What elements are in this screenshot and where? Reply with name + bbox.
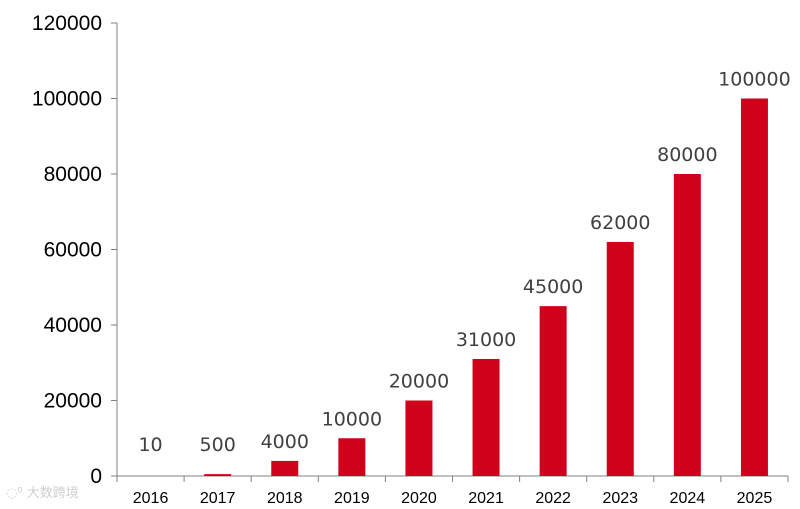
watermark: ◌⁰ 大数跨境 [6, 482, 79, 501]
x-tick-label: 2018 [267, 490, 303, 507]
bar [405, 400, 433, 476]
data-labels: 10 500 4000 10000 20000 31000 45000 62000 80000 1… [138, 69, 790, 457]
bar [338, 438, 366, 476]
bar [673, 174, 701, 476]
y-tick-label: 60000 [44, 239, 102, 262]
x-tick-label: 2016 [133, 490, 169, 507]
data-label: 100000 [718, 69, 791, 91]
x-tick-label: 2024 [670, 490, 706, 507]
data-label: 10 [138, 434, 162, 456]
bar [472, 358, 500, 476]
x-tick-label: 2025 [737, 490, 773, 507]
x-axis: 2016 2017 2018 2019 2020 2021 2022 2023 2024 2025 [116, 475, 789, 507]
y-tick-label: 40000 [44, 314, 102, 337]
bar [271, 460, 299, 476]
data-label: 20000 [389, 371, 449, 393]
bar [740, 98, 768, 476]
x-tick-label: 2023 [602, 490, 638, 507]
data-label: 45000 [523, 276, 583, 298]
bar [606, 241, 634, 476]
y-tick-label: 100000 [32, 88, 102, 111]
data-label: 10000 [322, 408, 382, 430]
y-tick-label: 0 [90, 465, 102, 488]
data-label: 500 [200, 434, 236, 456]
data-label: 80000 [657, 144, 717, 166]
watermark-logo-icon: ◌⁰ [6, 486, 23, 501]
y-axis: 0 20000 40000 60000 80000 100000 120000 [32, 12, 118, 488]
x-tick-label: 2017 [200, 490, 236, 507]
bars [137, 98, 768, 476]
x-tick-label: 2020 [401, 490, 437, 507]
data-label: 31000 [456, 329, 516, 351]
data-label: 62000 [590, 212, 650, 234]
bar [539, 306, 567, 476]
data-label: 4000 [261, 431, 309, 453]
bar [204, 474, 232, 476]
watermark-text: 大数跨境 [26, 486, 79, 501]
y-tick-label: 20000 [44, 390, 102, 413]
x-tick-label: 2019 [334, 490, 370, 507]
x-tick-label: 2022 [535, 490, 571, 507]
y-tick-label: 80000 [44, 163, 102, 186]
y-tick-label: 120000 [32, 12, 102, 35]
x-tick-label: 2021 [468, 490, 504, 507]
